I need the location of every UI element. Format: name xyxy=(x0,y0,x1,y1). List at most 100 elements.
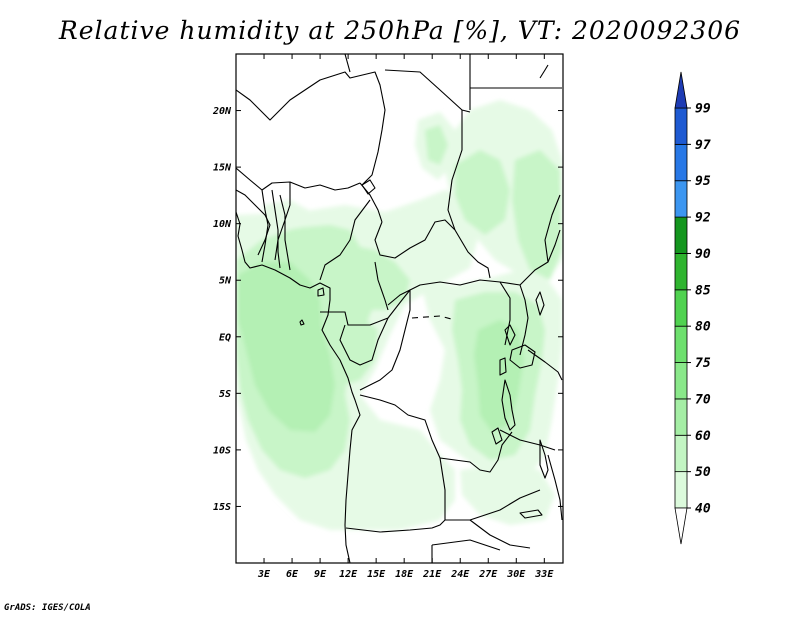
humidity-field xyxy=(236,100,562,530)
lake-chad xyxy=(361,179,376,195)
lake-malawi xyxy=(539,439,549,479)
colorbar-under-triangle xyxy=(674,507,688,545)
west-africa-coastline xyxy=(236,211,361,563)
colorbar-bin xyxy=(674,471,688,509)
colorbar-label: 97 xyxy=(695,138,711,153)
lake-mweru-bangweulu xyxy=(491,427,503,445)
lat-tick-label: 10N xyxy=(213,219,232,230)
red-sea-coast xyxy=(539,64,549,79)
boundary-ethiopia-sudan xyxy=(544,194,561,263)
lake-kivu-edward xyxy=(499,357,507,376)
credit-text: GrADS: IGES/COLA xyxy=(4,603,91,613)
lon-tick-label: 24E xyxy=(450,569,470,580)
colorbar-bin xyxy=(674,325,688,363)
colorbar-label: 80 xyxy=(695,320,711,335)
boundary-chad-car xyxy=(374,219,456,259)
lake-kariba xyxy=(519,509,543,519)
boundary-cameroon-car xyxy=(374,261,389,311)
boundary-uganda-kenya xyxy=(519,284,529,356)
colorbar-label: 40 xyxy=(695,502,711,517)
boundary-mali-algeria xyxy=(236,71,386,186)
colorbar-label: 85 xyxy=(695,283,711,298)
lat-tick-label: 10S xyxy=(213,445,231,456)
colorbar: 40 50 60 70 75 80 85 90 92 95 97 99 xyxy=(674,71,711,545)
latitude-axis: 20N 15N 10N 5N EQ 5S 10S 15S xyxy=(212,106,563,513)
boundary-drc-uganda xyxy=(499,281,511,346)
boundary-sudan-chad xyxy=(447,110,463,231)
boundary-zambia-tanzania xyxy=(499,429,556,451)
humidity-area-cameroon-mid xyxy=(320,245,410,310)
lat-tick-label: 5N xyxy=(219,276,232,287)
colorbar-bin xyxy=(674,253,688,291)
lon-tick-label: 15E xyxy=(367,569,386,580)
boundary-guinea-region xyxy=(236,189,271,256)
lon-tick-label: 18E xyxy=(395,569,414,580)
boundary-niger-libya xyxy=(344,54,351,73)
boundary-tanzania-kenya xyxy=(527,349,563,381)
lon-tick-label: 33E xyxy=(534,569,554,580)
map-frame xyxy=(235,53,564,564)
boundary-togo-benin xyxy=(271,189,281,269)
boundary-congo-drc xyxy=(359,289,411,391)
lon-tick-label: 12E xyxy=(339,569,358,580)
colorbar-bin xyxy=(674,398,688,436)
boundary-benin-nigeria xyxy=(279,194,291,271)
lon-tick-label: 21E xyxy=(422,569,442,580)
humidity-area-south-light xyxy=(460,465,555,525)
boundary-malawi-mozambique xyxy=(547,454,563,521)
boundary-mali-burkina xyxy=(236,167,361,191)
colorbar-label: 50 xyxy=(695,465,711,480)
colorbar-bin xyxy=(674,434,688,473)
boundary-libya-chad xyxy=(384,69,471,113)
lake-turkana xyxy=(535,291,545,316)
longitude-axis: 3E 6E 9E 12E 15E 18E 21E 24E 27E 30E 33E xyxy=(257,54,554,580)
boundary-namibia-strip xyxy=(431,539,501,551)
humidity-area-west-strong xyxy=(238,262,335,432)
lake-albert xyxy=(504,324,516,346)
lat-tick-label: 20N xyxy=(212,106,232,117)
boundary-drc-angola xyxy=(359,394,513,473)
colorbar-bin xyxy=(674,216,688,254)
boundary-ghana-togo xyxy=(261,189,269,263)
map-title: Relative humidity at 250hPa [%], VT: 202… xyxy=(58,16,742,45)
humidity-area-sudan-mid xyxy=(455,150,510,235)
colorbar-label: 70 xyxy=(695,392,711,407)
colorbar-label: 90 xyxy=(695,247,711,262)
sao-tome-island xyxy=(299,319,305,326)
colorbar-label: 92 xyxy=(695,211,711,226)
lat-tick-label: 15N xyxy=(213,163,232,174)
boundary-zambia-zimbabwe xyxy=(469,519,531,549)
boundary-nigeria-cameroon xyxy=(319,199,371,281)
lake-victoria xyxy=(509,344,536,369)
lake-tanganyika xyxy=(501,379,516,431)
boundary-cameroon-gabon xyxy=(320,311,389,326)
lat-tick-label: 15S xyxy=(213,502,231,513)
boundary-gabon-congo xyxy=(339,317,389,366)
congo-river-marks xyxy=(411,315,456,321)
colorbar-label: 75 xyxy=(695,356,711,371)
lat-tick-label: EQ xyxy=(219,332,231,343)
bioko-island xyxy=(317,287,325,297)
colorbar-bin xyxy=(674,289,688,327)
country-boundaries xyxy=(236,54,563,563)
lat-tick-label: 5S xyxy=(219,389,231,400)
lon-tick-label: 27E xyxy=(478,569,498,580)
colorbar-bin xyxy=(674,107,688,145)
humidity-area-chad-mid xyxy=(425,125,448,165)
colorbar-bin xyxy=(674,180,688,218)
boundary-car-sudan xyxy=(454,229,491,279)
colorbar-label: 60 xyxy=(695,429,711,444)
lon-tick-label: 9E xyxy=(314,569,327,580)
boundary-angola-namibia xyxy=(345,519,446,533)
lon-tick-label: 30E xyxy=(506,569,526,580)
colorbar-bin xyxy=(674,143,688,182)
lon-tick-label: 6E xyxy=(286,569,299,580)
humidity-area-ethiopia-mid xyxy=(512,150,562,280)
colorbar-label: 95 xyxy=(695,174,711,189)
colorbar-bin xyxy=(674,362,688,400)
boundary-car-drc xyxy=(387,279,521,306)
lon-tick-label: 3E xyxy=(257,569,271,580)
colorbar-over-triangle xyxy=(674,71,688,109)
colorbar-label: 99 xyxy=(695,102,711,117)
